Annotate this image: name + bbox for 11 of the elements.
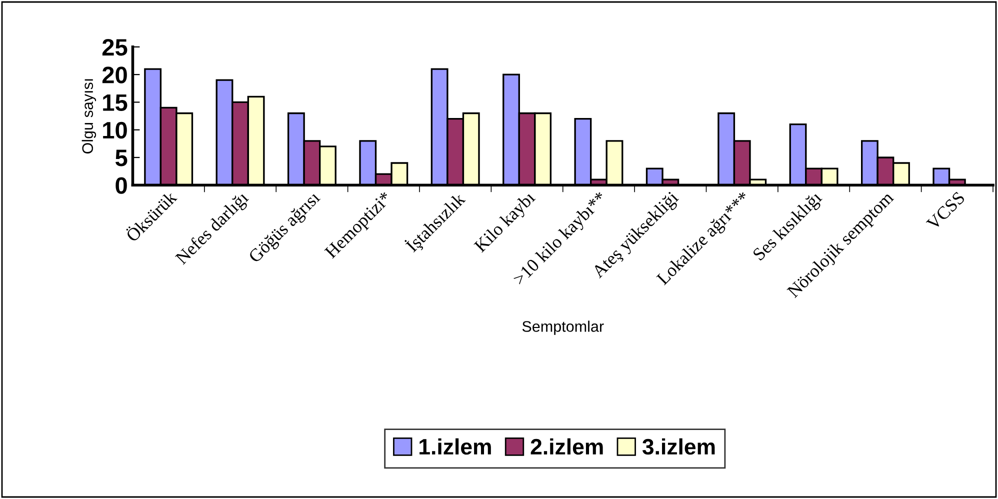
x-axis-title: Semptomlar (522, 320, 604, 335)
y-tick-label: 0 (116, 177, 127, 194)
y-tick-label: 20 (102, 66, 127, 84)
y-axis-title: Olgu sayısı (82, 79, 96, 154)
legend-label: 1.izlem (420, 438, 491, 455)
y-tick-label: 25 (102, 38, 128, 56)
y-tick-label: 15 (103, 94, 128, 111)
y-tick-label: 10 (103, 122, 127, 139)
legend-label: 3.izlem (642, 438, 715, 455)
y-tick-label: 5 (115, 150, 128, 166)
legend-label: 2.izlem (530, 438, 603, 455)
